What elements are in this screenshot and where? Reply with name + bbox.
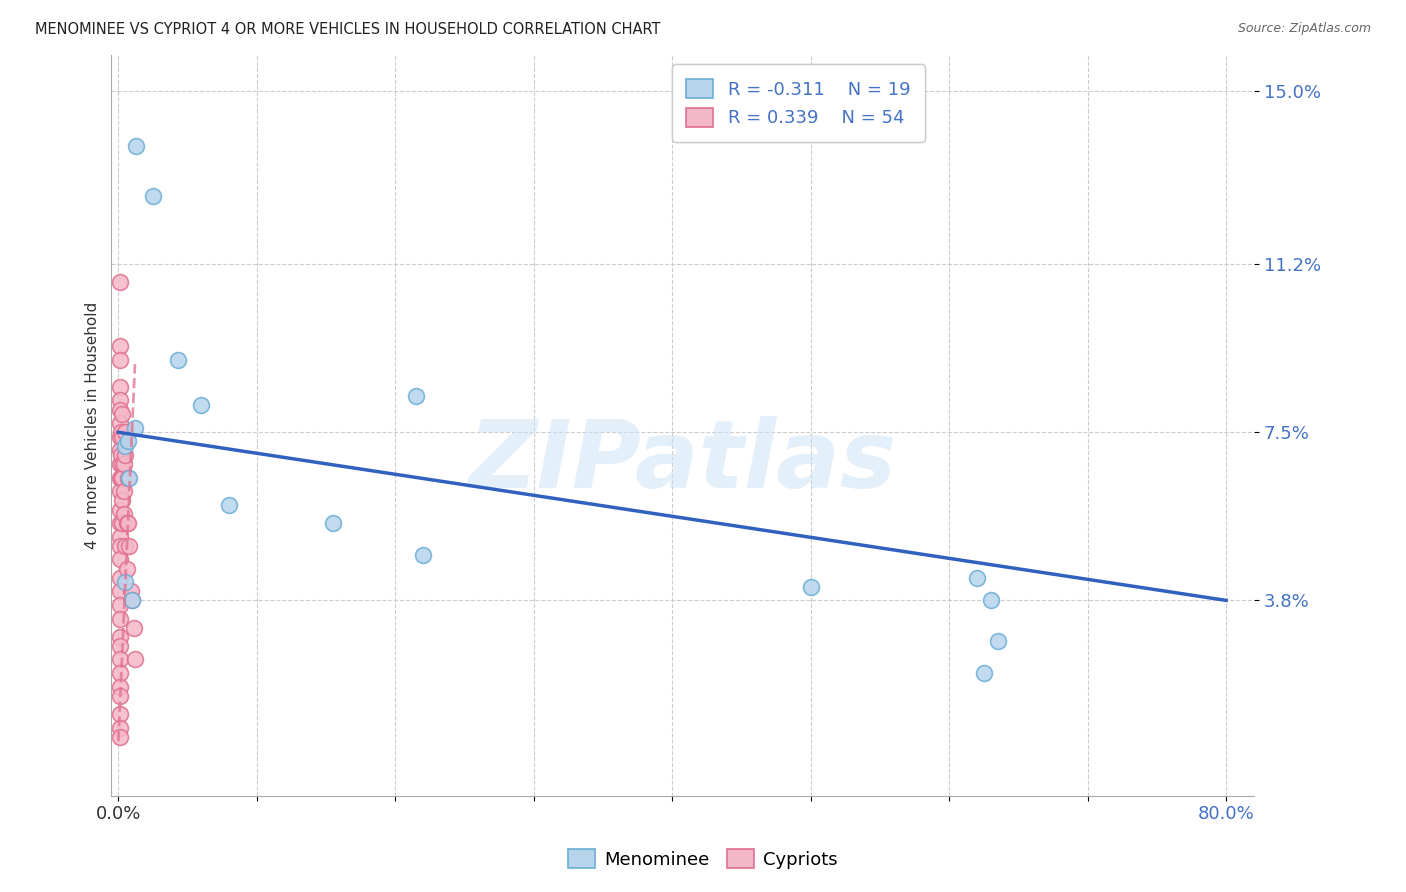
Point (108, 416, 131, 430)
Point (108, 516, 131, 530)
Point (112, 484, 135, 499)
Point (108, 539, 131, 553)
Legend: Menominee, Cypriots: Menominee, Cypriots (561, 841, 845, 876)
Point (142, 189, 165, 203)
Point (108, 552, 131, 566)
Point (124, 652, 146, 666)
Point (108, 652, 131, 666)
Point (125, 139, 148, 153)
Point (118, 539, 141, 553)
Point (114, 448, 136, 462)
Point (114, 439, 136, 453)
Point (110, 425, 132, 440)
Point (108, 502, 131, 516)
Text: ZIPatlas: ZIPatlas (468, 417, 897, 508)
Point (108, 530, 131, 544)
Point (108, 276, 131, 290)
Point (800, 580, 823, 594)
Point (114, 539, 136, 553)
Point (108, 430, 131, 444)
Point (987, 634, 1010, 648)
Point (117, 434, 139, 449)
Point (108, 639, 131, 653)
Point (121, 593, 143, 607)
Point (117, 516, 139, 530)
Point (405, 389, 427, 403)
Point (218, 498, 240, 512)
Point (167, 352, 190, 367)
Text: Source: ZipAtlas.com: Source: ZipAtlas.com (1237, 22, 1371, 36)
Point (108, 680, 131, 694)
Point (108, 706, 131, 721)
Point (118, 471, 141, 485)
Point (322, 516, 344, 530)
Point (108, 484, 131, 499)
Point (108, 380, 131, 394)
Point (121, 593, 143, 607)
Point (108, 689, 131, 703)
Point (108, 598, 131, 612)
Point (114, 425, 136, 440)
Point (120, 584, 142, 599)
Legend: R = -0.311    N = 19, R = 0.339    N = 54: R = -0.311 N = 19, R = 0.339 N = 54 (672, 64, 925, 142)
Point (108, 571, 131, 585)
Point (111, 457, 134, 471)
Point (111, 407, 134, 421)
Point (115, 516, 138, 530)
Point (108, 730, 131, 744)
Point (108, 666, 131, 681)
Point (112, 507, 135, 521)
Point (412, 548, 434, 562)
Point (115, 561, 138, 575)
Point (108, 471, 131, 485)
Point (117, 471, 139, 485)
Point (966, 571, 988, 585)
Point (190, 398, 212, 412)
Point (108, 721, 131, 735)
Point (108, 339, 131, 353)
Point (114, 575, 136, 590)
Point (111, 516, 134, 530)
Point (973, 666, 995, 681)
Point (108, 443, 131, 458)
Point (108, 584, 131, 599)
Point (110, 448, 132, 462)
Point (124, 421, 146, 435)
Point (980, 593, 1002, 607)
Point (122, 621, 145, 635)
Point (108, 457, 131, 471)
Point (108, 393, 131, 408)
Point (108, 352, 131, 367)
Point (108, 630, 131, 644)
Point (112, 457, 135, 471)
Text: MENOMINEE VS CYPRIOT 4 OR MORE VEHICLES IN HOUSEHOLD CORRELATION CHART: MENOMINEE VS CYPRIOT 4 OR MORE VEHICLES … (35, 22, 661, 37)
Y-axis label: 4 or more Vehicles in Household: 4 or more Vehicles in Household (86, 301, 100, 549)
Point (110, 471, 132, 485)
Point (111, 471, 134, 485)
Point (108, 402, 131, 417)
Point (111, 493, 134, 508)
Point (111, 430, 134, 444)
Point (108, 611, 131, 625)
